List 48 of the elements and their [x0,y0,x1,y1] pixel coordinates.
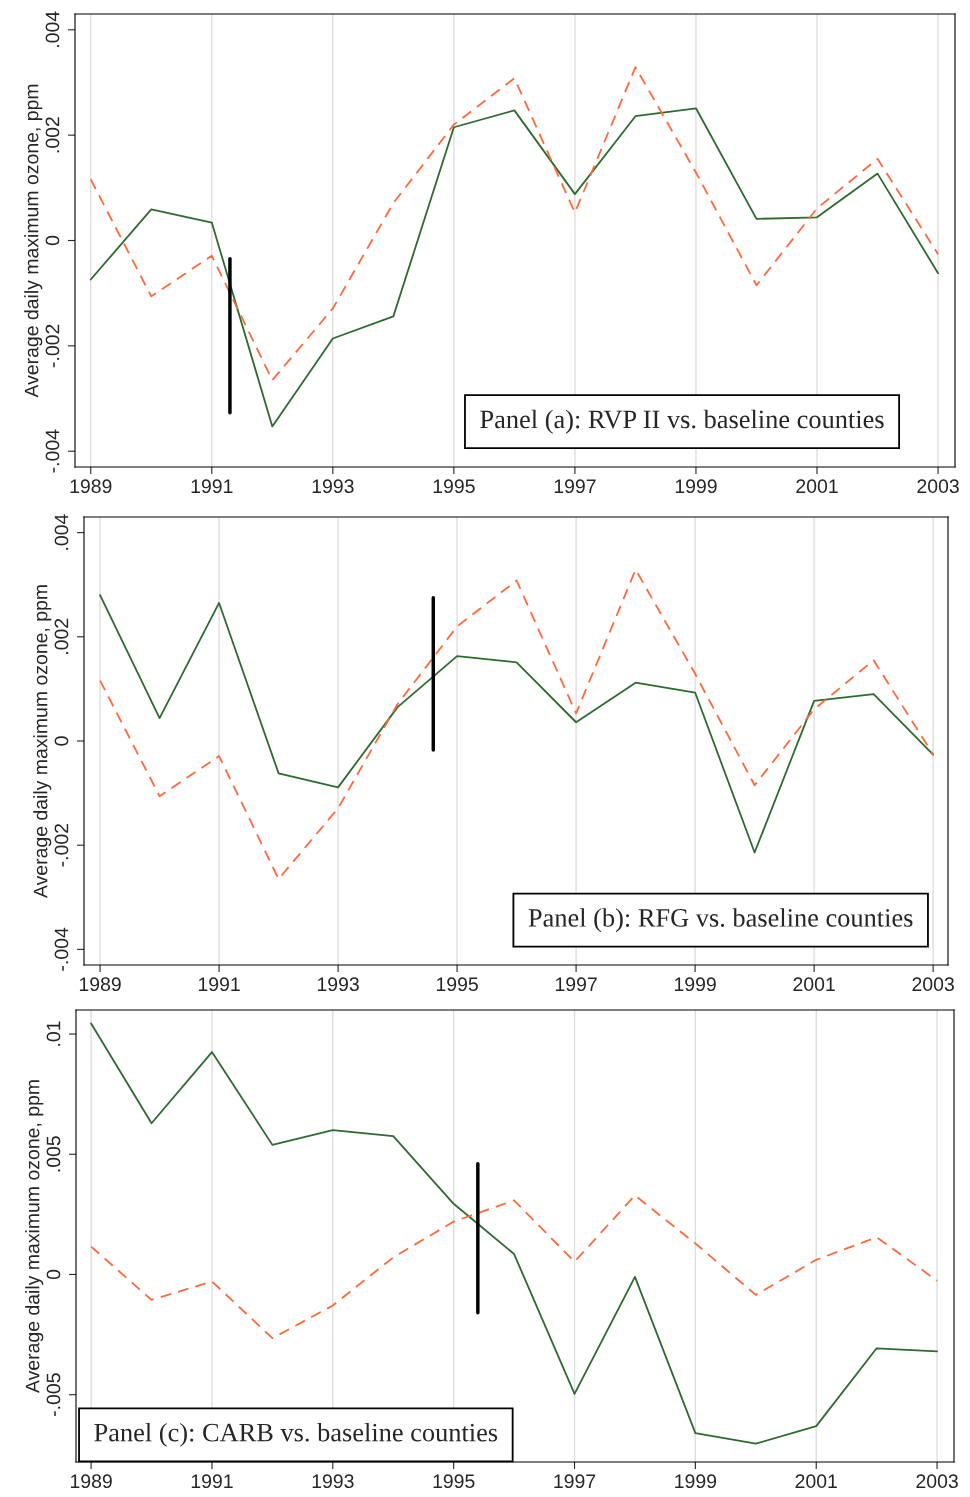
y-tick-label: -.004 [45,429,60,473]
x-tick-label: 1989 [70,479,112,494]
y-tick-label: .002 [45,117,60,153]
y-tick-label: -.002 [54,824,69,867]
annotation: Panel (a): RVP II vs. baseline counties [480,409,884,434]
y-tick-label: .004 [54,514,69,550]
line-series [89,66,939,381]
x-tick-label: 1997 [554,479,596,494]
y-tick-label: .002 [54,618,69,654]
x-tick-label: 1999 [675,479,717,494]
x-tick-label: 2001 [795,1474,837,1489]
y-tick-label: -.004 [54,927,69,971]
x-tick-label: 1995 [433,1474,475,1489]
y-tick-label: 0 [45,235,60,246]
x-tick-label: 1991 [191,1474,233,1489]
x-tick-label: 1989 [70,1474,112,1489]
y-tick-label: 0 [54,736,69,746]
x-tick-label: 2003 [916,1474,958,1489]
x-tick-label: 1989 [79,977,121,992]
x-tick-label: 2003 [917,479,959,494]
line-series [90,1194,938,1340]
x-tick-label: 1993 [317,977,359,992]
x-tick-label: 1991 [198,977,240,992]
x-tick-label: 1997 [554,1474,596,1489]
x-tick-label: 1997 [555,977,597,992]
y-tick-label: -.002 [45,324,60,368]
y-axis-title: Average daily maximum ozone, ppm [33,585,52,899]
y-axis-title: Average daily maximum ozone, ppm [25,1080,44,1394]
x-tick-label: 1999 [675,1474,717,1489]
line-series [99,594,935,854]
x-tick-label: 1995 [436,977,478,992]
y-tick-label: .004 [45,11,60,47]
annotation: Panel (b): RFG vs. baseline counties [528,908,913,933]
y-tick-label: .005 [46,1136,61,1172]
x-tick-label: 2003 [912,977,954,992]
x-tick-label: 1993 [312,479,354,494]
x-tick-label: 1995 [433,479,475,494]
y-tick-label: 0 [46,1269,61,1280]
y-tick-label: -.005 [46,1373,61,1416]
x-tick-label: 1991 [191,479,233,494]
x-tick-label: 2001 [793,977,835,992]
y-tick-label: .01 [46,1021,61,1046]
x-tick-label: 1999 [674,977,716,992]
line-series [90,1022,938,1445]
x-tick-label: 2001 [796,479,838,494]
x-tick-label: 1993 [312,1474,354,1489]
annotation: Panel (c): CARB vs. baseline counties [94,1422,498,1447]
y-axis-title: Average daily maximum ozone, ppm [24,84,43,398]
